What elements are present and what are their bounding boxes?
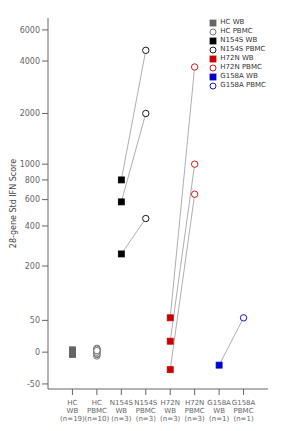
svg-text:6000: 6000 xyxy=(20,26,40,35)
svg-text:800: 800 xyxy=(25,176,40,185)
svg-text:N154SWB(n=3): N154SWB(n=3) xyxy=(110,399,134,423)
html-text:HC PBMC: HC PBMC xyxy=(220,27,253,35)
svg-text:400: 400 xyxy=(25,222,40,231)
html-text:HC WB: HC WB xyxy=(220,18,245,26)
html-text:G158A PBMC: G158A PBMC xyxy=(220,81,266,89)
html-text:G158A WB: G158A WB xyxy=(220,72,258,80)
svg-text:28-gene Std IFN Score: 28-gene Std IFN Score xyxy=(9,159,18,248)
svg-text:2000: 2000 xyxy=(20,109,40,118)
html-text:H72N PBMC: H72N PBMC xyxy=(220,63,262,71)
svg-text:4000: 4000 xyxy=(20,57,40,66)
svg-text:200: 200 xyxy=(25,262,40,271)
svg-text:0: 0 xyxy=(35,348,40,357)
svg-text:-50: -50 xyxy=(27,380,40,389)
svg-text:G158APBMC(n=1): G158APBMC(n=1) xyxy=(232,399,256,423)
svg-text:50: 50 xyxy=(30,316,40,325)
svg-text:HCPBMC(n=10): HCPBMC(n=10) xyxy=(85,399,110,423)
html-text:N154S PBMC: N154S PBMC xyxy=(220,45,266,53)
html-text:N154S WB: N154S WB xyxy=(220,36,258,44)
svg-text:600: 600 xyxy=(25,195,40,204)
svg-text:H72NWB(n=3): H72NWB(n=3) xyxy=(160,399,180,423)
svg-text:N154SPBMC(n=3): N154SPBMC(n=3) xyxy=(134,399,158,423)
svg-text:G158AWB(n=1): G158AWB(n=1) xyxy=(207,399,231,423)
html-text:H72N WB: H72N WB xyxy=(220,54,254,62)
svg-text:1000: 1000 xyxy=(20,160,40,169)
svg-text:H72NPBMC(n=3): H72NPBMC(n=3) xyxy=(185,399,205,423)
svg-text:HCWB(n=19): HCWB(n=19) xyxy=(60,399,85,423)
